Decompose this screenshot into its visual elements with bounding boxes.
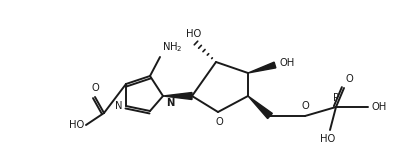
Text: P: P xyxy=(333,93,339,103)
Polygon shape xyxy=(248,62,276,73)
Text: O: O xyxy=(301,101,309,111)
Text: O: O xyxy=(91,83,99,93)
Text: HO: HO xyxy=(69,120,84,130)
Text: HO: HO xyxy=(320,134,336,144)
Text: N: N xyxy=(115,101,123,111)
Polygon shape xyxy=(248,96,272,119)
Text: O: O xyxy=(346,74,354,84)
Polygon shape xyxy=(163,93,192,100)
Text: N: N xyxy=(166,98,174,108)
Text: OH: OH xyxy=(371,102,386,112)
Text: HO: HO xyxy=(187,29,202,39)
Text: O: O xyxy=(215,117,223,127)
Text: OH: OH xyxy=(279,58,294,68)
Text: NH$_2$: NH$_2$ xyxy=(162,40,182,54)
